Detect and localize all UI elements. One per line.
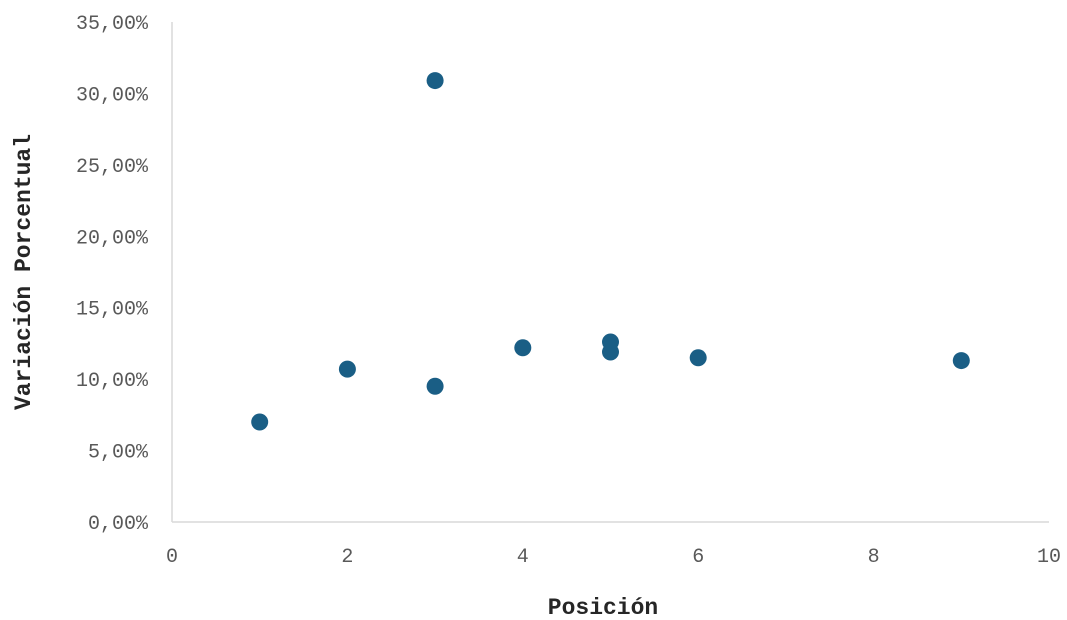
- x-tick-label: 0: [166, 546, 178, 569]
- y-tick-label: 30,00%: [76, 84, 149, 107]
- x-tick-label: 4: [517, 546, 529, 569]
- data-point: [602, 343, 619, 361]
- data-point: [426, 72, 444, 90]
- x-axis-title: Posición: [548, 595, 658, 620]
- y-axis-ticks: 0,00% 5,00% 10,00% 15,00% 20,00% 25,00% 30,00%…: [76, 13, 149, 536]
- x-tick-label: 10: [1037, 546, 1061, 569]
- data-point: [426, 377, 444, 395]
- data-point: [514, 339, 532, 357]
- data-point: [251, 413, 269, 431]
- data-point: [689, 349, 707, 367]
- y-tick-label: 5,00%: [88, 442, 149, 465]
- data-point: [338, 360, 356, 378]
- x-tick-label: 2: [341, 546, 353, 569]
- y-axis-title: Variación Porcentual: [11, 134, 37, 410]
- x-tick-label: 6: [692, 546, 704, 569]
- y-tick-label: 25,00%: [76, 156, 149, 179]
- data-point: [952, 352, 970, 370]
- y-tick-label: 35,00%: [76, 13, 149, 36]
- x-axis-ticks: 0 2 4 6 8 10: [166, 546, 1061, 569]
- y-tick-label: 10,00%: [76, 370, 149, 393]
- data-points: [251, 72, 970, 431]
- x-tick-label: 8: [868, 546, 880, 569]
- y-tick-label: 15,00%: [76, 299, 149, 322]
- y-tick-label: 0,00%: [88, 513, 149, 536]
- y-tick-label: 20,00%: [76, 227, 149, 250]
